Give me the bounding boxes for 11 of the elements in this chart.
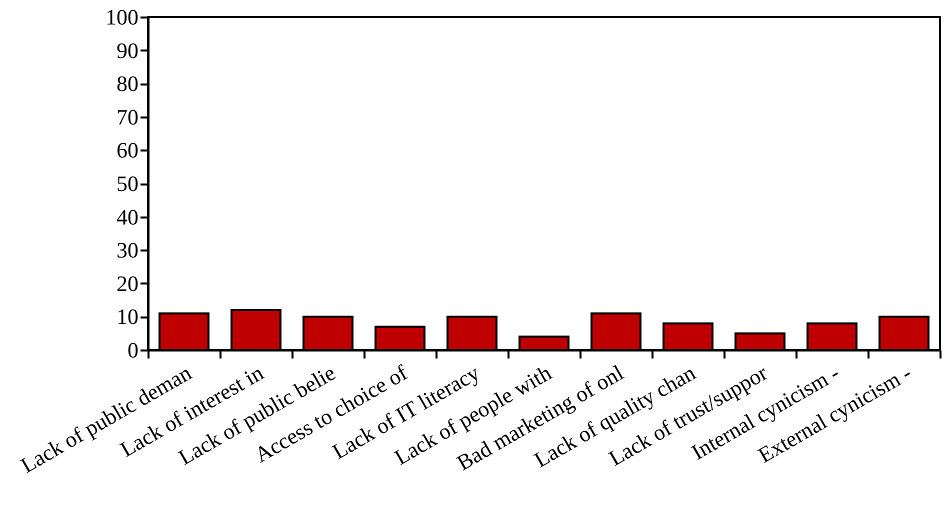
y-tick-label: 80: [116, 71, 138, 96]
y-tick-label: 40: [116, 204, 138, 230]
y-tick-label: 50: [116, 171, 138, 196]
y-tick-label: 60: [116, 138, 138, 163]
y-tick-label: 30: [116, 238, 138, 263]
y-tick-label: 0: [128, 338, 138, 362]
y-tick-label: 90: [116, 38, 138, 63]
y-tick-label: 100: [106, 4, 138, 30]
y-tick-label: 20: [116, 270, 138, 296]
y-tick-label: 10: [116, 304, 138, 330]
y-tick-label: 70: [116, 104, 138, 130]
